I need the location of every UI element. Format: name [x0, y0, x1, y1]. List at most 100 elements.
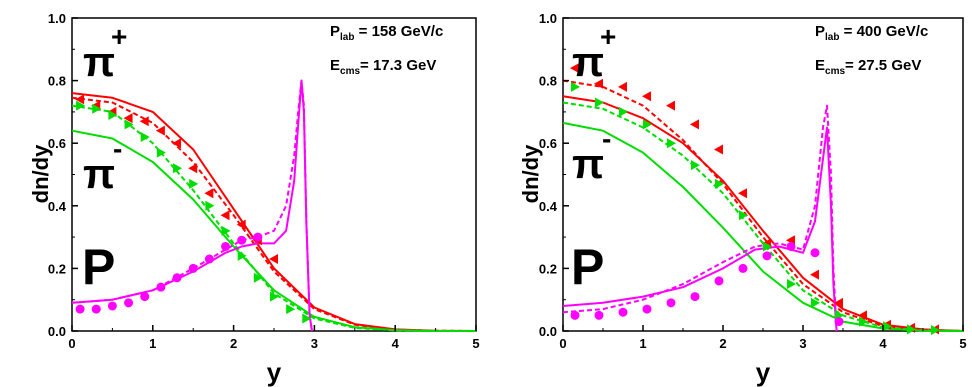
- pi-minus-dashed-line: [71, 104, 476, 332]
- pi-plus-solid-line: [562, 95, 964, 332]
- proton-data-point: [642, 304, 652, 314]
- proton-data-point: [75, 304, 85, 314]
- plab-main: P: [330, 23, 340, 40]
- plab-sub: lab: [825, 32, 839, 43]
- pi-minus-label: π: [83, 150, 115, 197]
- ecms-main: E: [330, 57, 340, 74]
- proton-data-point: [172, 273, 182, 283]
- pi-plus-dashed-line: [562, 79, 964, 332]
- pi-minus-sup: -: [602, 123, 611, 154]
- plab-rest: = 400 GeV/c: [839, 23, 928, 40]
- pi-plus-data-point: [269, 254, 278, 265]
- pi-plus-label: π: [83, 38, 115, 85]
- proton-label: P: [571, 239, 604, 295]
- pi-minus-data-point: [643, 119, 652, 130]
- pi-minus-data-point: [787, 279, 796, 290]
- x-tick-label: 4: [392, 336, 400, 351]
- proton-data-point: [107, 301, 117, 311]
- ecms-main: E: [815, 57, 825, 74]
- proton-data-point: [204, 254, 214, 264]
- pi-plus-sup: +: [600, 21, 616, 52]
- x-tick-label: 2: [719, 336, 726, 351]
- pi-minus-data-point: [931, 325, 940, 336]
- pi-plus-data-point: [75, 94, 85, 105]
- pi-minus-data-point: [76, 100, 86, 111]
- pi-minus-dashed-line: [562, 101, 964, 332]
- pi-plus-data-point: [570, 63, 579, 74]
- x-tick-label: 5: [472, 336, 479, 351]
- ecms-rest: = 27.5 GeV: [845, 57, 921, 74]
- pi-minus-data-point: [286, 304, 296, 315]
- proton-data-point: [237, 235, 247, 245]
- proton-label: P: [82, 239, 115, 295]
- pi-minus-data-point: [253, 272, 263, 283]
- pi-plus-data-point: [690, 119, 699, 130]
- pi-plus-data-point: [618, 81, 627, 92]
- plab-rest: = 158 GeV/c: [354, 23, 443, 40]
- proton-data-point: [91, 304, 101, 314]
- pi-plus-data-point: [642, 91, 651, 102]
- x-axis-title: y: [756, 357, 771, 387]
- y-axis-title: dn/dy: [28, 144, 53, 203]
- pi-minus-data-point: [883, 321, 892, 332]
- proton-data-point: [221, 241, 231, 251]
- pi-plus-label: π: [572, 38, 604, 85]
- plab-annotation: Plab = 158 GeV/c: [330, 23, 443, 43]
- proton-data-point: [762, 251, 772, 261]
- pi-plus-data-point: [666, 100, 675, 111]
- pi-minus-data-point: [763, 241, 772, 252]
- y-tick-label: 0.0: [539, 324, 557, 339]
- pi-minus-data-point: [205, 200, 215, 211]
- x-tick-label: 1: [639, 336, 646, 351]
- pi-minus-data-point: [189, 178, 199, 189]
- proton-data-point: [690, 292, 700, 302]
- pi-minus-data-point: [173, 163, 183, 174]
- pi-plus-data-point: [834, 297, 843, 308]
- proton-data-point: [594, 310, 604, 320]
- pi-plus-data-point: [139, 116, 149, 127]
- pi-minus-data-point: [156, 147, 166, 158]
- pi-plus-data-point: [220, 210, 230, 221]
- proton-data-point: [834, 317, 844, 327]
- x-tick-label: 4: [879, 336, 887, 351]
- pi-minus-data-point: [108, 110, 118, 121]
- pi-plus-data-point: [204, 188, 214, 199]
- x-axis-title: y: [267, 357, 282, 387]
- y-tick-label: 0.2: [48, 261, 66, 276]
- pi-minus-data-point: [739, 210, 748, 221]
- pi-minus-data-point: [571, 81, 580, 92]
- proton-data-point: [810, 248, 820, 258]
- pi-minus-data-point: [221, 225, 231, 236]
- ecms-annotation: Ecms= 27.5 GeV: [815, 57, 921, 77]
- pi-plus-data-point: [155, 125, 165, 136]
- pi-plus-data-point: [188, 163, 198, 174]
- x-tick-label: 0: [68, 336, 75, 351]
- pi-minus-data-point: [92, 103, 102, 114]
- proton-data-point: [188, 263, 198, 273]
- pi-plus-data-point: [738, 188, 747, 199]
- plab-annotation: Plab = 400 GeV/c: [815, 23, 928, 43]
- pi-minus-data-point: [859, 316, 868, 327]
- y-tick-label: 0.6: [539, 136, 557, 151]
- pi-minus-data-point: [619, 106, 628, 117]
- pi-minus-data-point: [124, 119, 134, 130]
- pi-minus-data-point: [907, 324, 916, 335]
- x-tick-label: 1: [149, 336, 156, 351]
- proton-data-point: [140, 292, 150, 302]
- pi-minus-data-point: [140, 131, 150, 142]
- proton-data-point: [786, 241, 796, 251]
- ecms-rest: = 17.3 GeV: [360, 57, 436, 74]
- x-tick-label: 3: [311, 336, 318, 351]
- y-tick-label: 0.0: [48, 324, 66, 339]
- proton-data-point: [738, 263, 748, 273]
- ecms-sub: cms: [825, 66, 845, 77]
- proton-data-point: [666, 298, 676, 308]
- pi-plus-data-point: [236, 219, 246, 230]
- plab-sub: lab: [340, 32, 354, 43]
- x-tick-label: 0: [559, 336, 566, 351]
- pi-plus-data-point: [172, 138, 182, 149]
- proton-data-point: [714, 276, 724, 286]
- pi-plus-data-point: [858, 310, 867, 321]
- proton-data-point: [618, 307, 628, 317]
